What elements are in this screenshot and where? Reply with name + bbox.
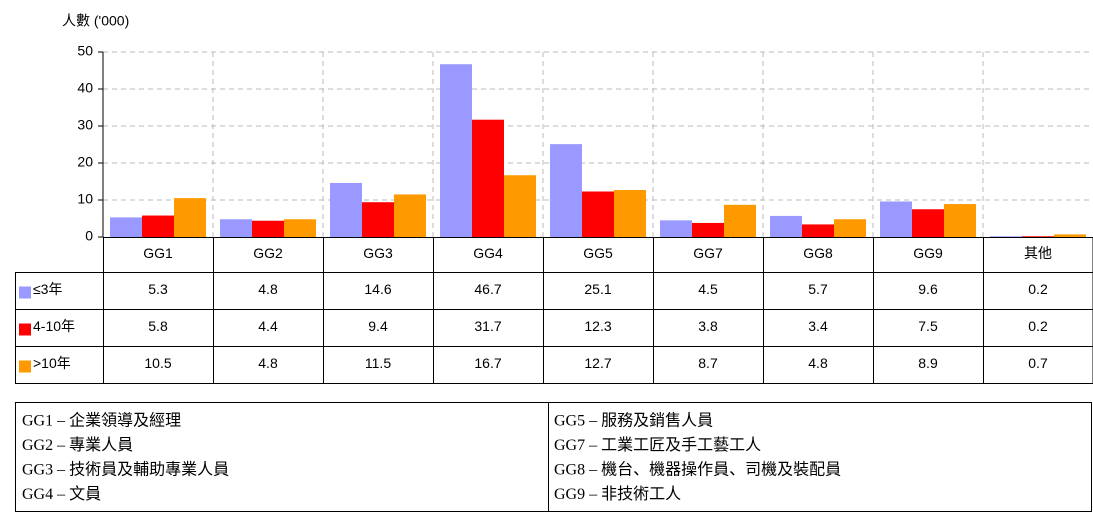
y-tick-label: 10	[77, 191, 93, 207]
bar	[550, 144, 582, 237]
legend-label: 4-10年	[33, 318, 75, 334]
table-value: 10.5	[144, 355, 171, 371]
bar	[472, 119, 504, 237]
table-value: 0.2	[1028, 318, 1048, 334]
bar	[990, 236, 1022, 237]
legend-swatch	[19, 360, 31, 373]
bar	[582, 191, 614, 237]
bar	[834, 219, 866, 237]
y-tick-label: 0	[85, 228, 93, 244]
bar	[770, 215, 802, 237]
bar	[692, 222, 724, 237]
bar	[110, 217, 142, 237]
x-tick-label: GG3	[363, 245, 393, 261]
table-value: 12.3	[584, 318, 611, 334]
table-value: 7.5	[918, 318, 938, 334]
table-value: 11.5	[365, 355, 391, 371]
legend-label: ≤3年	[33, 281, 62, 297]
x-tick-label: GG7	[693, 245, 723, 261]
table-value: 5.7	[808, 281, 828, 297]
x-tick-label: GG2	[253, 245, 283, 261]
bar	[944, 204, 976, 237]
bar	[330, 182, 362, 237]
bar	[440, 64, 472, 238]
table-value: 31.7	[474, 318, 501, 334]
note: GG7 – 工業工匠及手工藝工人	[554, 436, 761, 454]
y-tick-label: 50	[77, 43, 93, 59]
note: GG3 – 技術員及輔助專業人員	[22, 461, 229, 479]
table-value: 16.7	[474, 355, 501, 371]
table-value: 5.3	[148, 281, 168, 297]
table-value: 14.6	[364, 281, 391, 297]
x-tick-label: GG1	[143, 245, 173, 261]
bar	[220, 219, 252, 237]
table-value: 4.8	[258, 281, 278, 297]
y-axis-label: 人數 ('000)	[62, 13, 129, 29]
legend-swatch	[19, 323, 31, 336]
legend-swatch	[19, 286, 31, 299]
table-value: 4.5	[698, 281, 718, 297]
table-value: 3.4	[808, 318, 828, 334]
table-value: 46.7	[474, 281, 501, 297]
legend-label: >10年	[33, 355, 71, 371]
bar	[802, 224, 834, 237]
table-value: 4.4	[258, 318, 278, 334]
table-value: 12.7	[584, 355, 611, 371]
table-value: 0.7	[1028, 355, 1048, 371]
bar	[362, 202, 394, 237]
bar	[174, 198, 206, 237]
note: GG5 – 服務及銷售人員	[554, 412, 713, 430]
y-tick-label: 30	[77, 117, 93, 133]
note: GG2 – 專業人員	[22, 436, 133, 454]
bar	[142, 215, 174, 237]
bar	[912, 209, 944, 237]
table-value: 3.8	[698, 318, 718, 334]
bar	[614, 190, 646, 237]
bar	[252, 220, 284, 237]
note: GG1 – 企業領導及經理	[22, 411, 181, 430]
note: GG9 – 非技術工人	[554, 485, 681, 503]
bar	[1022, 236, 1054, 237]
note: GG4 – 文員	[22, 485, 101, 503]
table-value: 4.8	[808, 355, 828, 371]
x-tick-label: GG8	[803, 245, 833, 261]
table-value: 0.2	[1028, 281, 1048, 297]
table-value: 25.1	[584, 281, 611, 297]
x-tick-label: GG9	[913, 245, 943, 261]
note: GG8 – 機台、機器操作員、司機及裝配員	[554, 461, 841, 479]
bar	[724, 204, 756, 237]
table-value: 4.8	[258, 355, 278, 371]
bar	[504, 175, 536, 237]
bar	[394, 194, 426, 237]
table-value: 9.6	[918, 281, 938, 297]
x-tick-label: 其他	[1024, 245, 1052, 261]
table-value: 8.9	[918, 355, 938, 371]
y-tick-label: 20	[77, 154, 93, 170]
y-tick-label: 40	[77, 80, 93, 96]
table-value: 8.7	[698, 355, 718, 371]
bar	[660, 220, 692, 237]
x-tick-label: GG5	[583, 245, 613, 261]
table-value: 9.4	[368, 318, 388, 334]
x-tick-label: GG4	[473, 245, 503, 261]
bar	[284, 219, 316, 237]
table-value: 5.8	[148, 318, 168, 334]
bar	[1054, 234, 1086, 237]
bar	[880, 201, 912, 237]
